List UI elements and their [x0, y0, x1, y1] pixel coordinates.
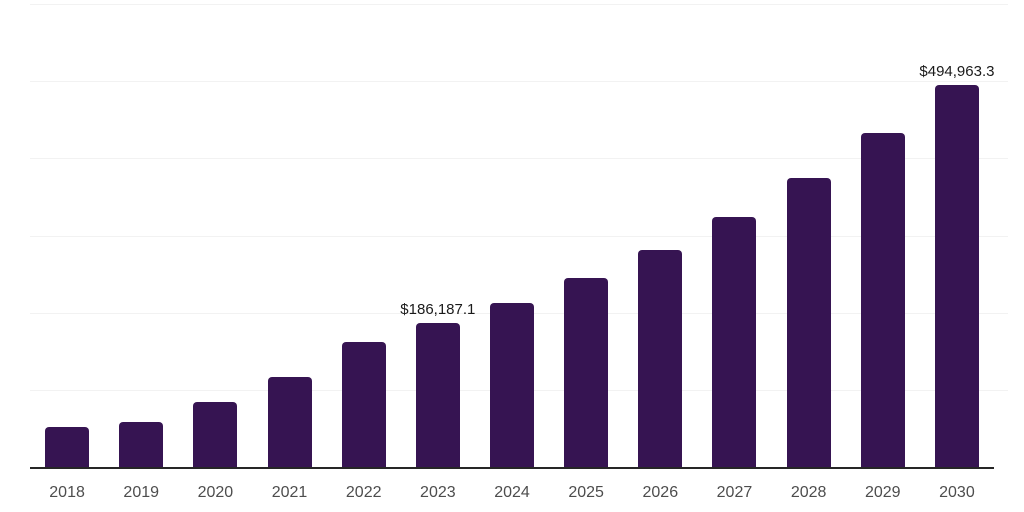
bar-2029 — [860, 132, 905, 467]
gridline — [30, 235, 1008, 237]
x-tick-label-2027: 2027 — [716, 484, 753, 501]
x-tick-label-2025: 2025 — [568, 484, 604, 501]
x-tick-label-2018: 2018 — [49, 484, 85, 501]
bar-2028 — [786, 177, 831, 467]
bar-2021 — [267, 376, 312, 467]
gridline — [30, 158, 1008, 160]
bar-2020 — [193, 402, 238, 467]
x-tick-label-2024: 2024 — [494, 484, 530, 501]
bar-2025 — [564, 278, 609, 467]
bar-2024 — [490, 303, 534, 467]
data-label-2030: $494,963.3 — [919, 63, 995, 81]
x-tick-label-2029: 2029 — [864, 484, 901, 501]
x-tick-label-2021: 2021 — [271, 484, 308, 501]
bar-2019 — [119, 421, 164, 467]
x-tick-label-2019: 2019 — [123, 484, 160, 501]
bar-2022 — [341, 342, 386, 467]
bar-2023 — [415, 323, 460, 467]
x-axis-line — [30, 467, 994, 469]
x-tick-label-2020: 2020 — [197, 484, 234, 501]
x-tick-label-2022: 2022 — [345, 484, 382, 501]
bar-2027 — [712, 216, 757, 467]
x-tick-label-2030: 2030 — [939, 484, 975, 501]
bar-2026 — [638, 250, 683, 467]
gridline — [30, 4, 1008, 5]
data-label-2023: $186,187.1 — [400, 301, 476, 319]
x-tick-label-2023: 2023 — [420, 484, 456, 501]
gridline — [30, 81, 1008, 83]
x-tick-label-2028: 2028 — [790, 484, 827, 501]
x-tick-label-2026: 2026 — [642, 484, 679, 501]
bar-2018 — [45, 426, 90, 467]
bar-2030 — [934, 85, 979, 467]
